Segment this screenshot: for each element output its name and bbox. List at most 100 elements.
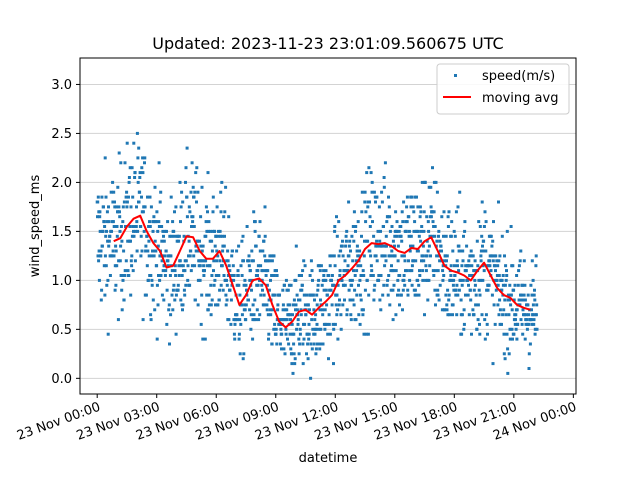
scatter-point <box>165 229 168 233</box>
scatter-point <box>525 327 529 331</box>
scatter-point <box>496 303 500 307</box>
scatter-point <box>332 254 336 258</box>
scatter-point <box>514 313 518 317</box>
scatter-point <box>346 264 350 268</box>
scatter-point <box>105 283 109 287</box>
scatter-point <box>235 249 239 253</box>
scatter-point <box>534 313 538 317</box>
scatter-point <box>218 259 222 263</box>
scatter-point <box>160 225 164 228</box>
scatter-point <box>170 293 174 297</box>
scatter-point <box>390 254 394 258</box>
scatter-point <box>289 283 293 287</box>
scatter-point <box>98 229 102 233</box>
scatter-point <box>121 278 125 282</box>
scatter-point <box>131 195 135 199</box>
scatter-point <box>371 220 374 224</box>
scatter-point <box>295 293 299 297</box>
scatter-point <box>248 278 252 282</box>
scatter-point <box>229 322 233 326</box>
scatter-point <box>229 274 233 277</box>
scatter-point <box>159 190 163 194</box>
scatter-point <box>261 249 265 253</box>
scatter-point <box>151 249 154 253</box>
scatter-point <box>368 249 372 253</box>
scatter-point <box>133 176 137 179</box>
scatter-point <box>214 234 218 238</box>
scatter-point <box>491 239 495 243</box>
scatter-point <box>176 283 180 287</box>
scatter-point <box>477 288 481 292</box>
scatter-point <box>348 298 352 302</box>
scatter-point <box>286 288 290 292</box>
scatter-point <box>280 332 284 336</box>
scatter-point <box>119 161 123 165</box>
scatter-point <box>309 259 313 263</box>
scatter-point <box>325 293 329 297</box>
scatter-point <box>177 239 181 243</box>
scatter-point <box>321 313 325 317</box>
scatter-point <box>240 313 244 317</box>
scatter-point <box>183 293 187 297</box>
scatter-point <box>166 220 170 224</box>
scatter-point <box>442 210 446 214</box>
scatter-point <box>429 185 433 189</box>
scatter-point <box>276 308 280 312</box>
scatter-point <box>251 303 255 307</box>
scatter-point <box>410 269 414 273</box>
scatter-point <box>226 249 230 253</box>
legend: speed(m/s) moving avg <box>436 63 570 115</box>
scatter-point <box>176 288 180 292</box>
scatter-point <box>530 293 534 297</box>
scatter-point <box>143 156 147 160</box>
scatter-point <box>532 322 536 326</box>
scatter-point <box>334 303 338 307</box>
scatter-point <box>259 264 263 268</box>
scatter-point <box>497 313 501 317</box>
scatter-point <box>154 249 158 253</box>
scatter-point <box>290 362 294 366</box>
scatter-point <box>462 322 466 326</box>
scatter-point <box>385 283 389 287</box>
scatter-point <box>382 176 386 179</box>
scatter-point <box>401 308 404 312</box>
scatter-point <box>451 249 455 253</box>
scatter-point <box>478 322 481 326</box>
scatter-point <box>313 318 317 322</box>
scatter-point <box>308 308 311 312</box>
scatter-point <box>173 264 177 268</box>
scatter-point <box>148 220 151 224</box>
scatter-point <box>286 303 290 307</box>
scatter-point <box>346 269 350 273</box>
scatter-point <box>441 264 445 268</box>
scatter-point <box>258 278 261 282</box>
scatter-point <box>252 318 256 322</box>
scatter-point <box>305 332 309 336</box>
scatter-point <box>419 239 423 243</box>
y-tick-label: 1.0 <box>51 274 72 289</box>
scatter-point <box>148 195 152 199</box>
scatter-point <box>529 283 533 287</box>
scatter-point <box>426 220 430 224</box>
scatter-point <box>264 274 268 277</box>
scatter-point <box>522 298 526 302</box>
scatter-point <box>114 244 118 248</box>
scatter-point <box>296 318 300 322</box>
scatter-point <box>107 244 111 248</box>
scatter-point <box>193 190 197 194</box>
scatter-point <box>138 176 142 179</box>
scatter-point <box>344 269 348 273</box>
scatter-point <box>195 166 199 170</box>
plot-frame <box>79 57 577 395</box>
scatter-point <box>527 322 530 326</box>
scatter-point <box>534 264 538 268</box>
scatter-point <box>511 337 514 341</box>
scatter-point <box>533 298 537 302</box>
scatter-point <box>416 205 420 209</box>
scatter-point <box>156 244 160 248</box>
scatter-point <box>360 234 363 238</box>
scatter-point <box>352 303 356 307</box>
scatter-point <box>484 249 488 253</box>
scatter-point <box>179 298 183 302</box>
scatter-point <box>291 371 295 375</box>
